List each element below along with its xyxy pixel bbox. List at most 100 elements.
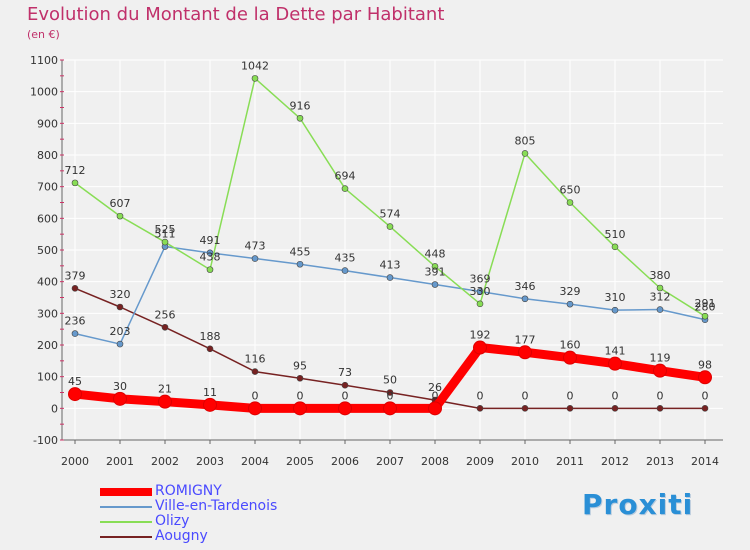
data-point: [566, 300, 574, 308]
data-point: [296, 114, 304, 122]
data-point: [563, 350, 577, 365]
data-label: 473: [245, 240, 266, 253]
x-tick-label: 2007: [376, 455, 404, 468]
x-tick-label: 2004: [241, 455, 269, 468]
data-point: [386, 389, 394, 396]
data-label: 310: [605, 291, 626, 304]
data-point: [71, 330, 79, 337]
legend-swatch-olizy: [100, 521, 152, 523]
chart-title: Evolution du Montant de la Dette par Hab…: [27, 4, 445, 25]
y-tick-label: 800: [37, 149, 58, 162]
x-tick-label: 2001: [106, 455, 134, 468]
data-point: [341, 267, 349, 274]
data-label: 0: [657, 389, 664, 402]
data-label: 0: [342, 389, 349, 402]
data-label: 45: [68, 375, 82, 388]
data-label: 0: [522, 389, 529, 402]
data-label: 438: [200, 251, 221, 264]
data-label: 11: [203, 386, 217, 399]
data-label: 30: [113, 380, 127, 393]
data-label: 650: [560, 184, 581, 197]
data-point: [296, 374, 304, 382]
data-point: [113, 391, 127, 406]
legend-swatch-aougny: [100, 536, 152, 538]
data-point: [116, 303, 124, 311]
y-tick-label: 1000: [30, 86, 58, 99]
y-tick-label: 0: [51, 402, 58, 415]
data-point: [656, 284, 664, 292]
data-label: 203: [110, 325, 131, 338]
y-tick-label: 1100: [30, 54, 58, 67]
data-point: [116, 340, 124, 348]
data-label: 491: [200, 234, 221, 247]
y-tick-label: 400: [37, 276, 58, 289]
y-tick-label: 900: [37, 117, 58, 130]
data-label: 346: [515, 280, 536, 293]
y-tick-label: 100: [37, 371, 58, 384]
data-label: 448: [425, 247, 446, 260]
data-point: [611, 405, 619, 412]
data-label: 379: [65, 269, 86, 282]
data-point: [386, 274, 394, 281]
data-point: [473, 340, 487, 355]
brand-logo: Proxiti: [582, 488, 694, 521]
data-label: 369: [470, 272, 491, 285]
y-tick-label: 700: [37, 181, 58, 194]
legend-label: Olizy: [155, 513, 190, 529]
data-point: [386, 223, 394, 230]
x-tick-label: 2003: [196, 455, 224, 468]
data-label: 95: [293, 359, 307, 372]
x-tick-label: 2002: [151, 455, 179, 468]
data-label: 607: [110, 197, 131, 210]
x-tick-label: 2005: [286, 455, 314, 468]
data-label: 805: [515, 134, 536, 147]
data-label: 510: [605, 228, 626, 241]
series-group: [68, 75, 712, 416]
data-label: 1042: [241, 59, 269, 72]
data-point: [71, 285, 79, 292]
data-label: 119: [650, 352, 671, 365]
data-point: [428, 401, 442, 416]
data-point: [158, 394, 172, 409]
data-point: [341, 381, 349, 389]
chart-unit: (en €): [27, 28, 60, 41]
data-point: [383, 401, 397, 416]
data-point: [116, 212, 124, 220]
data-label: 525: [155, 223, 176, 236]
data-label: 330: [470, 285, 491, 298]
data-point: [698, 370, 712, 385]
legend-label: ROMIGNY: [155, 483, 222, 499]
data-point: [518, 345, 532, 360]
data-label: 413: [380, 259, 401, 272]
data-label: 0: [477, 389, 484, 402]
data-label: 455: [290, 245, 311, 258]
x-tick-label: 2009: [466, 455, 494, 468]
data-point: [431, 263, 439, 270]
x-tick-label: 2013: [646, 455, 674, 468]
x-tick-label: 2014: [691, 455, 719, 468]
data-label: 73: [338, 366, 352, 379]
data-point: [203, 397, 217, 412]
x-tick-label: 2006: [331, 455, 359, 468]
x-tick-label: 2012: [601, 455, 629, 468]
data-label: 574: [380, 208, 401, 221]
data-point: [296, 260, 304, 268]
data-point: [611, 306, 619, 314]
data-label: 177: [515, 333, 536, 346]
data-label: 320: [110, 288, 131, 301]
grid-lines: [61, 59, 723, 441]
x-tick-label: 2000: [61, 455, 89, 468]
legend-swatch-romigny: [100, 488, 152, 496]
data-label: 50: [383, 374, 397, 387]
x-tick-label: 2011: [556, 455, 584, 468]
data-point: [521, 295, 529, 303]
x-axis-ticks: 2000 2001 2002 2003 2004 2005 2006 2007 2008 2009…: [61, 440, 719, 468]
data-label: 0: [567, 389, 574, 402]
data-point: [701, 405, 709, 412]
y-tick-label: 200: [37, 339, 58, 352]
data-label: 380: [650, 269, 671, 282]
data-point: [611, 243, 619, 251]
y-axis-ticks: -100 0 100 200 300 400 500 600 700 800 900 1000 1100: [30, 54, 64, 447]
data-point: [206, 266, 214, 273]
